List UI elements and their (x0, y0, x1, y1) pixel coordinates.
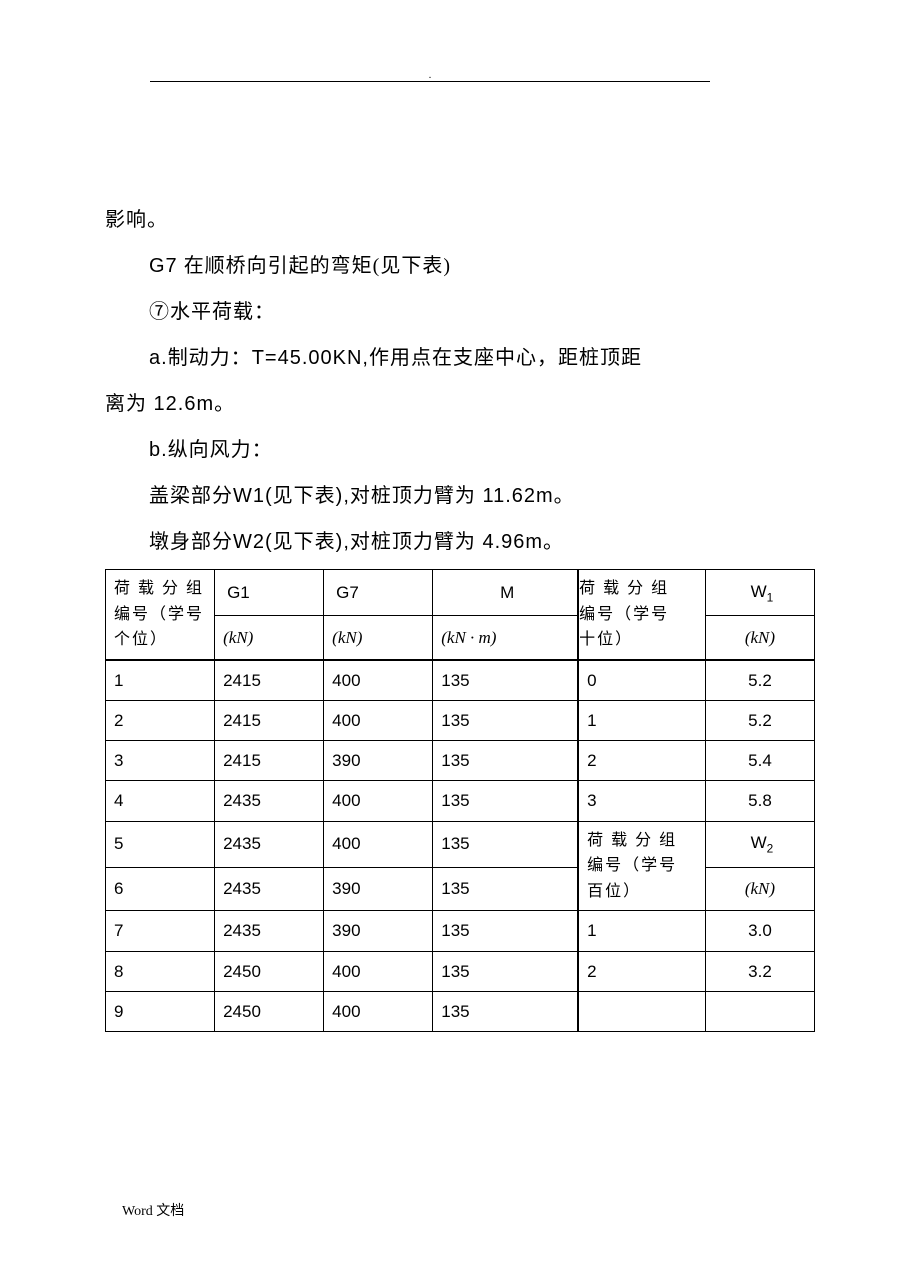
p7-c: 见下表 (273, 485, 336, 507)
body-text: 影响。 G7 在顺桥向引起的弯矩(见下表) ⑦水平荷载： a.制动力：T=45.… (105, 197, 815, 565)
unit-m: (kN · m) (433, 616, 578, 660)
hdr-g7: G7 (324, 570, 433, 616)
p8-e: 对桩顶力臂为 (350, 531, 476, 553)
p4-b: 制动力： (168, 347, 252, 369)
table-row: 1 2415 400 135 0 5.2 (106, 660, 815, 701)
header-rule (150, 81, 710, 82)
p2-latin: G7 (149, 255, 178, 277)
unit-g7: (kN) (324, 616, 433, 660)
p4-a: a. (149, 347, 168, 369)
hdr-right-group: 荷 载 分 组 编号（学号 十位） (578, 570, 705, 660)
p6-b: 纵向风力： (168, 439, 273, 461)
table-row: 2 2415 400 135 1 5.2 (106, 700, 815, 740)
p8-a: 墩身部分 (149, 531, 233, 553)
p5-a: 离为 (105, 393, 147, 415)
table-row: 9 2450 400 135 (106, 991, 815, 1031)
load-table: 荷 载 分 组 编号（学号 个位） G1 G7 M 荷 载 分 组 编号（学号 … (105, 569, 815, 1032)
hdr-w1: W1 (705, 570, 814, 616)
table-row: 7 2435 390 135 1 3.0 (106, 911, 815, 951)
p7-f: 11.62m (476, 485, 554, 507)
table-row: 5 2435 400 135 荷 载 分 组 编号（学号 百位） W2 (106, 821, 815, 867)
p5-c: 。 (214, 393, 235, 415)
p3: ⑦水平荷载： (149, 301, 275, 323)
p7-g: 。 (554, 485, 575, 507)
p5-b: 12.6m (147, 393, 214, 415)
p4-c: T=45.00KN, (252, 347, 369, 369)
p8-f: 4.96m (476, 531, 543, 553)
p8-c: 见下表 (273, 531, 336, 553)
p7-a: 盖梁部分 (149, 485, 233, 507)
p8-d: ), (336, 531, 350, 553)
p7-d: ), (336, 485, 350, 507)
unit-w1: (kN) (705, 616, 814, 660)
hdr-left-group: 荷 载 分 组 编号（学号 个位） (106, 570, 215, 660)
table-row: 6 2435 390 135 (kN) (106, 867, 815, 911)
p7-b: W1( (233, 485, 273, 507)
table-row: 8 2450 400 135 2 3.2 (106, 951, 815, 991)
hdr-mid-group: 荷 载 分 组 编号（学号 百位） (578, 821, 705, 911)
table-row: 4 2435 400 135 3 5.8 (106, 781, 815, 821)
table-row: 3 2415 390 135 2 5.4 (106, 741, 815, 781)
p4-d: 作用点在支座中心，距桩顶距 (369, 347, 642, 369)
footer-label: Word 文档 (122, 1200, 184, 1220)
hdr-g1: G1 (215, 570, 324, 616)
hdr-w2: W2 (705, 821, 814, 867)
p8-g: 。 (543, 531, 564, 553)
p1: 影响。 (105, 209, 168, 231)
p2-cjk: 在顺桥向引起的弯矩(见下表) (184, 255, 451, 277)
p8-b: W2( (233, 531, 273, 553)
p7-e: 对桩顶力臂为 (350, 485, 476, 507)
table-header-row-1: 荷 载 分 组 编号（学号 个位） G1 G7 M 荷 载 分 组 编号（学号 … (106, 570, 815, 616)
page-header-dot: . (150, 70, 710, 81)
unit-g1: (kN) (215, 616, 324, 660)
unit-w2: (kN) (705, 867, 814, 911)
hdr-m: M (433, 570, 578, 616)
p6-a: b. (149, 439, 168, 461)
